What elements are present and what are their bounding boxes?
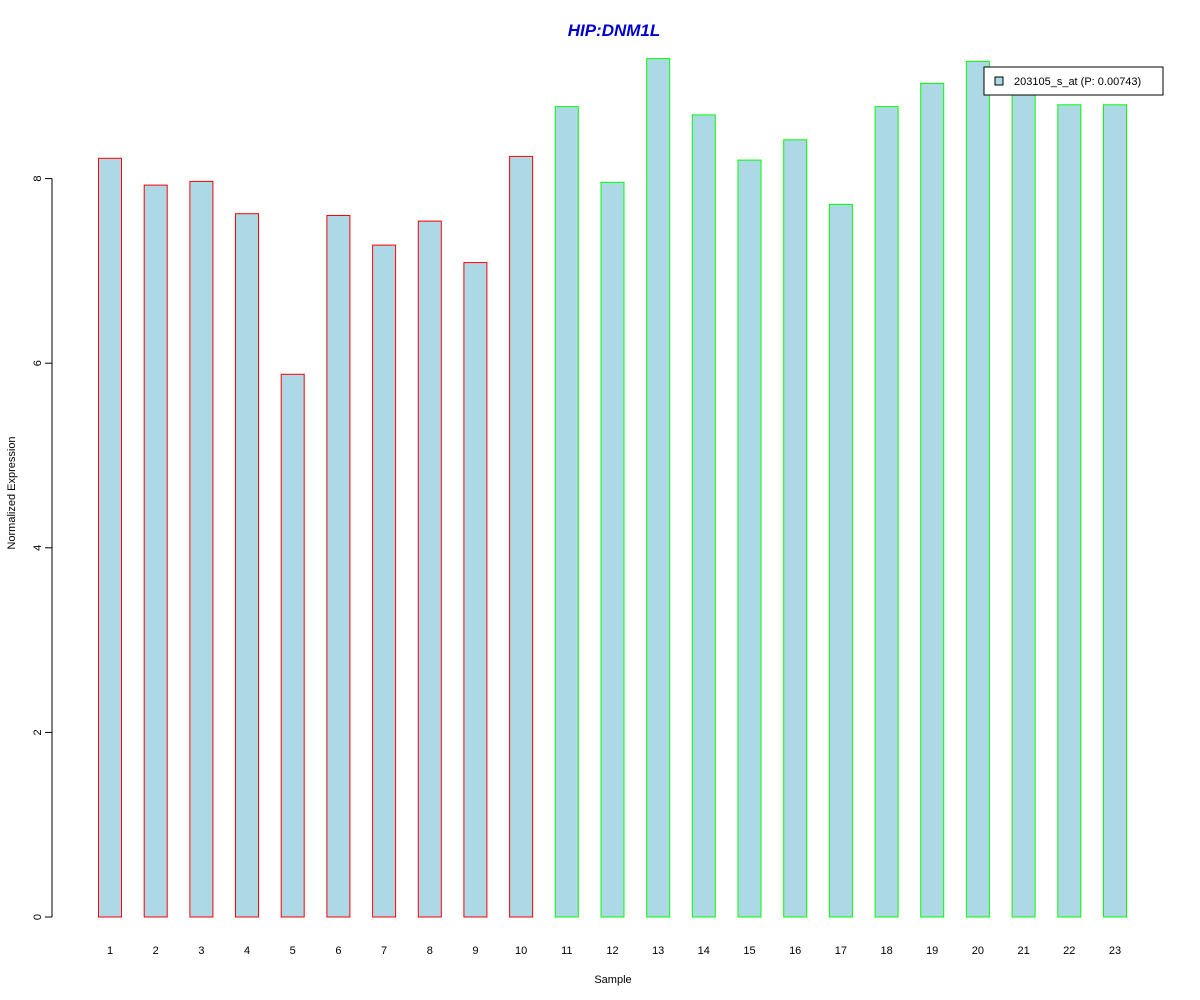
- bar-sample-1: [98, 157, 122, 918]
- bar-sample-18: [874, 106, 899, 918]
- x-tick-label: 13: [652, 945, 664, 957]
- x-tick-label: 21: [1017, 945, 1029, 957]
- y-tick-label: 0: [32, 914, 44, 920]
- bars: [98, 58, 1127, 918]
- x-tick-label: 9: [472, 945, 478, 957]
- bar-sample-5: [280, 373, 305, 918]
- bar-sample-19: [920, 83, 945, 918]
- bar-sample-20: [965, 60, 990, 918]
- x-tick-label: 6: [335, 945, 341, 957]
- bar-sample-22: [1057, 104, 1082, 918]
- bar-sample-3: [189, 180, 214, 918]
- x-tick-label: 10: [515, 945, 527, 957]
- x-tick-label: 11: [561, 945, 572, 957]
- x-tick-label: 7: [381, 945, 387, 957]
- bar-sample-4: [235, 213, 259, 918]
- bar-sample-11: [554, 106, 579, 918]
- y-tick-label: 4: [32, 545, 44, 551]
- x-tick-label: 16: [789, 945, 801, 957]
- bar-sample-21: [1011, 84, 1036, 918]
- bar-sample-8: [417, 220, 442, 918]
- x-tick-label: 3: [198, 945, 204, 957]
- x-axis-label: Sample: [594, 974, 631, 986]
- x-tick-label: 23: [1109, 945, 1121, 957]
- x-tick-label: 19: [926, 945, 938, 957]
- bar-sample-14: [691, 114, 716, 918]
- bar-sample-12: [600, 181, 625, 918]
- x-tick-label: 1: [107, 945, 113, 957]
- y-axis: 0 2 4 6 8: [32, 176, 53, 920]
- y-tick-label: 2: [32, 729, 44, 735]
- chart-title: HIP:DNM1L: [568, 21, 661, 40]
- x-tick-label: 15: [743, 945, 755, 957]
- y-tick-label: 6: [32, 360, 44, 366]
- bar-sample-7: [372, 244, 397, 918]
- legend-box: [983, 66, 1164, 96]
- x-tick-label: 17: [835, 945, 847, 957]
- legend: 203105_s_at (P: 0.00743): [983, 66, 1164, 96]
- x-tick-label: 18: [880, 945, 892, 957]
- x-tick-label: 5: [290, 945, 296, 957]
- x-tick-label: 22: [1063, 945, 1075, 957]
- x-tick-label: 4: [244, 945, 250, 957]
- bar-sample-2: [143, 184, 168, 918]
- legend-swatch: [994, 76, 1004, 86]
- bar-sample-17: [828, 203, 853, 918]
- bar-sample-16: [783, 139, 808, 918]
- bar-sample-23: [1103, 104, 1127, 918]
- y-axis-label: Normalized Expression: [6, 436, 18, 549]
- x-tick-label: 12: [606, 945, 618, 957]
- x-tick-label: 2: [153, 945, 159, 957]
- bar-sample-10: [509, 155, 534, 918]
- bar-sample-15: [737, 159, 762, 918]
- bar-sample-13: [646, 58, 671, 918]
- x-tick-label: 14: [698, 945, 710, 957]
- legend-label: 203105_s_at (P: 0.00743): [1014, 76, 1141, 88]
- x-tick-label: 8: [427, 945, 433, 957]
- bar-sample-6: [326, 215, 351, 918]
- y-tick-label: 8: [32, 176, 44, 182]
- bar-sample-9: [463, 262, 488, 918]
- x-tick-label: 20: [972, 945, 984, 957]
- x-axis-tick-labels: 1 2 3 4 5 6 7 8 9 10 11 12 13 14 15 16 17 18 19 20 21 22 23: [107, 945, 1121, 957]
